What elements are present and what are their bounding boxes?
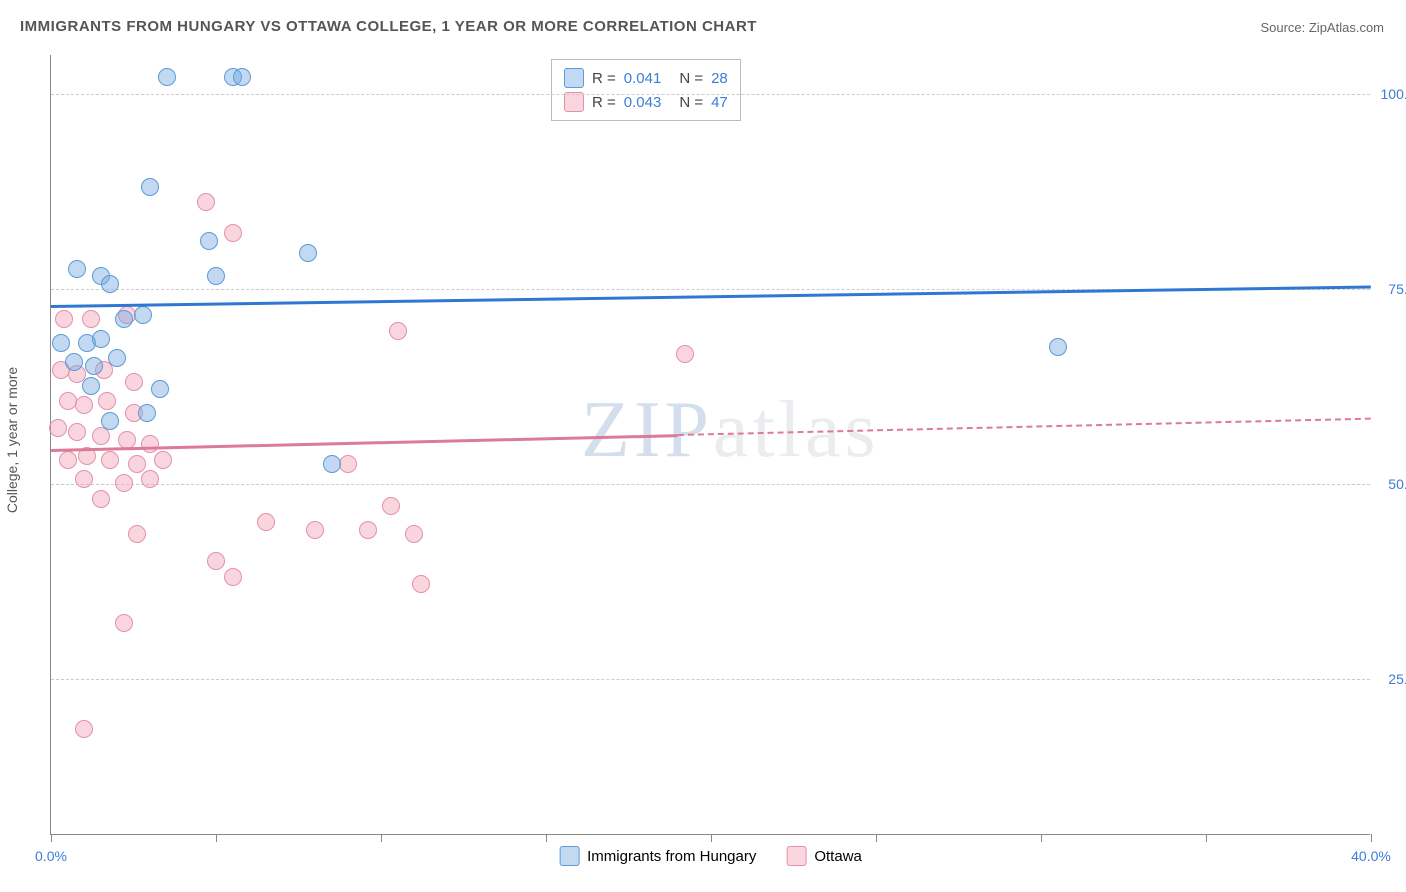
legend-item-a: Immigrants from Hungary: [559, 846, 756, 866]
gridline: [51, 484, 1370, 485]
data-point-hungary: [158, 68, 176, 86]
data-point-ottawa: [306, 521, 324, 539]
r-label: R =: [592, 94, 616, 111]
data-point-ottawa: [115, 614, 133, 632]
x-tick: [876, 834, 877, 842]
data-point-hungary: [101, 275, 119, 293]
legend-swatch-a: [559, 846, 579, 866]
data-point-ottawa: [359, 521, 377, 539]
legend-label-a: Immigrants from Hungary: [587, 848, 756, 865]
r-value-b: 0.043: [624, 94, 662, 111]
data-point-ottawa: [92, 490, 110, 508]
data-point-ottawa: [141, 470, 159, 488]
watermark-zip: ZIP: [581, 386, 713, 474]
data-point-ottawa: [154, 451, 172, 469]
x-tick: [1371, 834, 1372, 842]
data-point-ottawa: [339, 455, 357, 473]
x-tick: [711, 834, 712, 842]
x-tick-label: 0.0%: [35, 848, 67, 864]
data-point-ottawa: [115, 474, 133, 492]
plot-area: ZIPatlas R = 0.041 N = 28 R = 0.043 N = …: [50, 55, 1370, 835]
data-point-hungary: [138, 404, 156, 422]
data-point-hungary: [82, 377, 100, 395]
data-point-ottawa: [257, 513, 275, 531]
y-axis-label: College, 1 year or more: [4, 367, 20, 513]
data-point-hungary: [134, 306, 152, 324]
data-point-ottawa: [55, 310, 73, 328]
gridline: [51, 679, 1370, 680]
n-value-a: 28: [711, 70, 728, 87]
gridline: [51, 94, 1370, 95]
r-value-a: 0.041: [624, 70, 662, 87]
data-point-ottawa: [75, 470, 93, 488]
y-tick-label: 100.0%: [1381, 86, 1406, 102]
data-point-ottawa: [224, 568, 242, 586]
x-tick: [51, 834, 52, 842]
data-point-hungary: [108, 349, 126, 367]
data-point-hungary: [101, 412, 119, 430]
data-point-hungary: [65, 353, 83, 371]
data-point-ottawa: [125, 373, 143, 391]
data-point-hungary: [52, 334, 70, 352]
legend-item-b: Ottawa: [786, 846, 862, 866]
data-point-ottawa: [49, 419, 67, 437]
data-point-ottawa: [389, 322, 407, 340]
swatch-a: [564, 68, 584, 88]
trend-line: [678, 418, 1371, 436]
data-point-ottawa: [207, 552, 225, 570]
data-point-ottawa: [59, 451, 77, 469]
data-point-ottawa: [382, 497, 400, 515]
legend-label-b: Ottawa: [814, 848, 862, 865]
data-point-ottawa: [676, 345, 694, 363]
data-point-ottawa: [141, 435, 159, 453]
x-tick: [216, 834, 217, 842]
x-tick: [1206, 834, 1207, 842]
x-tick: [546, 834, 547, 842]
data-point-ottawa: [75, 720, 93, 738]
data-point-hungary: [92, 330, 110, 348]
data-point-hungary: [1049, 338, 1067, 356]
n-label: N =: [679, 70, 703, 87]
source-attribution: Source: ZipAtlas.com: [1260, 20, 1384, 35]
r-label: R =: [592, 70, 616, 87]
data-point-ottawa: [412, 575, 430, 593]
data-point-hungary: [207, 267, 225, 285]
data-point-ottawa: [98, 392, 116, 410]
data-point-ottawa: [68, 423, 86, 441]
data-point-ottawa: [224, 224, 242, 242]
data-point-ottawa: [197, 193, 215, 211]
data-point-ottawa: [101, 451, 119, 469]
x-tick: [1041, 834, 1042, 842]
data-point-hungary: [200, 232, 218, 250]
x-tick: [381, 834, 382, 842]
data-point-ottawa: [82, 310, 100, 328]
data-point-hungary: [151, 380, 169, 398]
stats-legend: R = 0.041 N = 28 R = 0.043 N = 47: [551, 59, 741, 121]
data-point-ottawa: [92, 427, 110, 445]
y-tick-label: 75.0%: [1388, 281, 1406, 297]
chart-title: IMMIGRANTS FROM HUNGARY VS OTTAWA COLLEG…: [20, 18, 757, 35]
data-point-ottawa: [405, 525, 423, 543]
data-point-ottawa: [128, 525, 146, 543]
data-point-hungary: [323, 455, 341, 473]
data-point-ottawa: [128, 455, 146, 473]
data-point-hungary: [68, 260, 86, 278]
data-point-hungary: [141, 178, 159, 196]
series-legend: Immigrants from Hungary Ottawa: [559, 846, 862, 866]
stats-row-a: R = 0.041 N = 28: [564, 66, 728, 90]
data-point-hungary: [115, 310, 133, 328]
data-point-hungary: [85, 357, 103, 375]
legend-swatch-b: [786, 846, 806, 866]
data-point-hungary: [299, 244, 317, 262]
x-tick-label: 40.0%: [1351, 848, 1391, 864]
data-point-hungary: [233, 68, 251, 86]
n-label: N =: [679, 94, 703, 111]
y-tick-label: 25.0%: [1388, 671, 1406, 687]
swatch-b: [564, 92, 584, 112]
y-tick-label: 50.0%: [1388, 476, 1406, 492]
n-value-b: 47: [711, 94, 728, 111]
data-point-ottawa: [75, 396, 93, 414]
data-point-ottawa: [59, 392, 77, 410]
